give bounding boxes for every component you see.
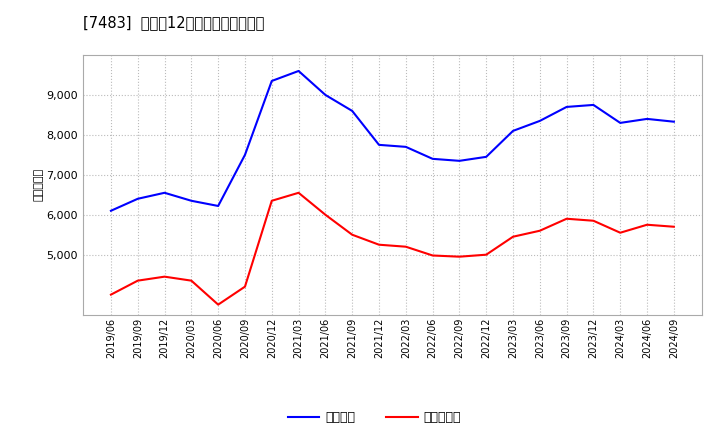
当期純利益: [589, 218, 598, 224]
経常利益: [267, 78, 276, 84]
経常利益: [161, 190, 169, 195]
当期純利益: [321, 212, 330, 217]
経常利益: [187, 198, 196, 203]
当期純利益: [214, 302, 222, 307]
経常利益: [402, 144, 410, 150]
経常利益: [482, 154, 490, 159]
当期純利益: [536, 228, 544, 233]
当期純利益: [509, 234, 518, 239]
Line: 経常利益: 経常利益: [111, 71, 674, 211]
経常利益: [133, 196, 142, 202]
経常利益: [670, 119, 678, 125]
経常利益: [321, 92, 330, 98]
経常利益: [536, 118, 544, 124]
当期純利益: [482, 252, 490, 257]
当期純利益: [294, 190, 303, 195]
経常利益: [509, 128, 518, 133]
当期純利益: [348, 232, 356, 237]
経常利益: [562, 104, 571, 110]
当期純利益: [267, 198, 276, 203]
経常利益: [428, 156, 437, 161]
Text: [7483]  利益だ12か月移動合計の推移: [7483] 利益だ12か月移動合計の推移: [83, 15, 264, 30]
経常利益: [214, 203, 222, 209]
経常利益: [589, 102, 598, 107]
当期純利益: [562, 216, 571, 221]
Line: 当期純利益: 当期純利益: [111, 193, 674, 304]
経常利益: [374, 142, 383, 147]
経常利益: [107, 208, 115, 213]
経常利益: [643, 116, 652, 121]
当期純利益: [455, 254, 464, 259]
Legend: 経常利益, 当期純利益: 経常利益, 当期純利益: [282, 407, 467, 429]
当期純利益: [374, 242, 383, 247]
当期純利益: [643, 222, 652, 227]
経常利益: [294, 68, 303, 73]
Y-axis label: （百万円）: （百万円）: [34, 168, 43, 202]
経常利益: [348, 108, 356, 114]
当期純利益: [161, 274, 169, 279]
当期純利益: [240, 284, 249, 289]
当期純利益: [428, 253, 437, 258]
当期純利益: [107, 292, 115, 297]
当期純利益: [187, 278, 196, 283]
経常利益: [455, 158, 464, 164]
当期純利益: [133, 278, 142, 283]
当期純利益: [670, 224, 678, 229]
当期純利益: [402, 244, 410, 249]
経常利益: [616, 120, 624, 125]
経常利益: [240, 152, 249, 158]
当期純利益: [616, 230, 624, 235]
